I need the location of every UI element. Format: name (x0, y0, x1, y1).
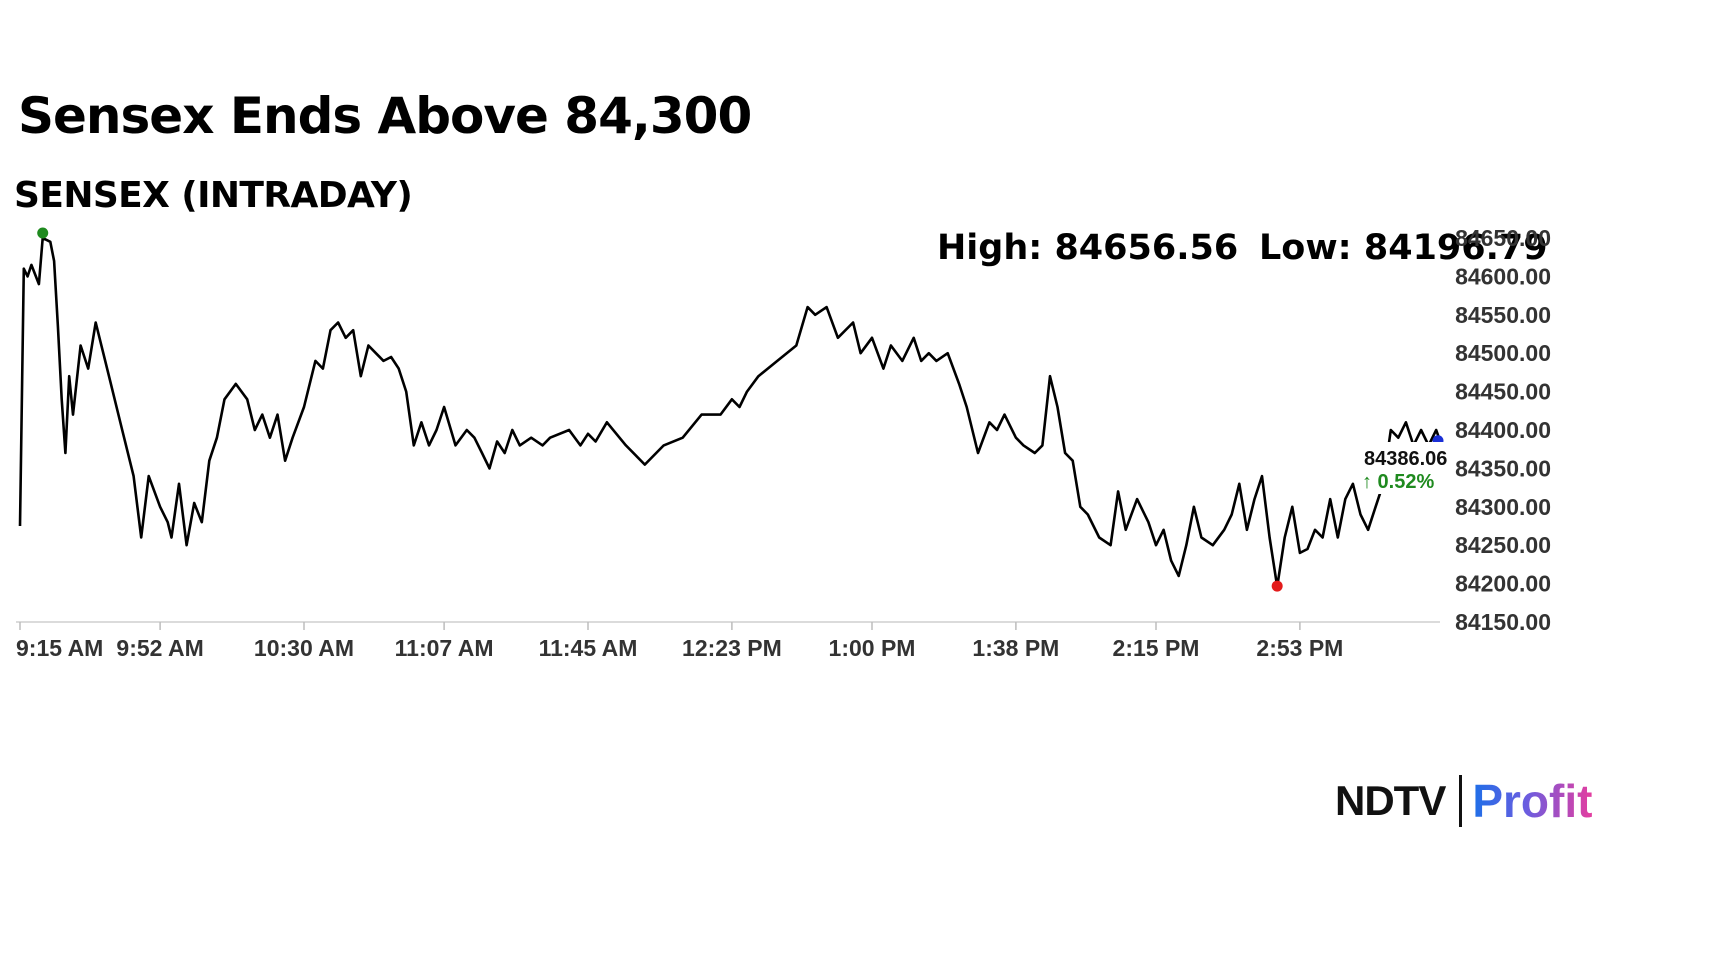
y-tick-label: 84650.00 (1455, 225, 1551, 251)
x-axis: 9:15 AM 9:52 AM 10:30 AM 11:07 AM 11:45 AM 12… (16, 621, 1440, 661)
series-layer (18, 236, 1442, 588)
last-change-label: ↑ 0.52% (1362, 471, 1434, 493)
low-stat: Low: 84196.79 (1259, 228, 1548, 268)
high-marker (37, 227, 49, 239)
last-value-box (1358, 442, 1450, 494)
x-tick-label: 10:30 AM (254, 635, 354, 661)
high-stat: High: 84656.56 (937, 228, 1239, 268)
x-tick-label: 9:15 AM (16, 635, 103, 661)
marker-layer: 84386.06↑ 0.52% (37, 227, 1450, 592)
sensex-line (18, 236, 1442, 588)
x-tick-label: 9:52 AM (116, 635, 203, 661)
y-tick-label: 84500.00 (1455, 340, 1551, 366)
x-tick-label: 2:15 PM (1113, 635, 1200, 661)
ndtv-profit-logo: NDTV Profit (1335, 773, 1592, 829)
headline: Sensex Ends Above 84,300 (18, 87, 752, 145)
y-tick-label: 84450.00 (1455, 379, 1551, 405)
y-tick-label: 84200.00 (1455, 571, 1551, 597)
y-tick-label: 84600.00 (1455, 263, 1551, 289)
y-tick-label: 84400.00 (1455, 417, 1551, 443)
profit-wordmark: Profit (1472, 775, 1593, 827)
last-value-label: 84386.06 (1364, 448, 1447, 470)
x-tick-label: 1:00 PM (829, 635, 916, 661)
chart-title: SENSEX (INTRADAY) (14, 175, 413, 216)
x-tick-label: 11:07 AM (395, 635, 494, 661)
x-tick-label: 12:23 PM (682, 635, 782, 661)
y-tick-label: 84550.00 (1455, 302, 1551, 328)
logo-divider (1459, 775, 1463, 827)
ndtv-wordmark: NDTV (1335, 777, 1446, 824)
y-tick-label: 84250.00 (1455, 532, 1551, 558)
y-tick-label: 84350.00 (1455, 455, 1551, 481)
y-tick-label: 84150.00 (1455, 609, 1551, 635)
x-tick-label: 2:53 PM (1256, 635, 1343, 661)
x-tick-label: 11:45 AM (539, 635, 638, 661)
low-marker (1271, 580, 1283, 592)
y-axis: 84150.00 84200.00 84250.00 84300.00 84350.00… (1455, 225, 1551, 635)
x-tick-label: 1:38 PM (972, 635, 1059, 661)
y-tick-label: 84300.00 (1455, 494, 1551, 520)
